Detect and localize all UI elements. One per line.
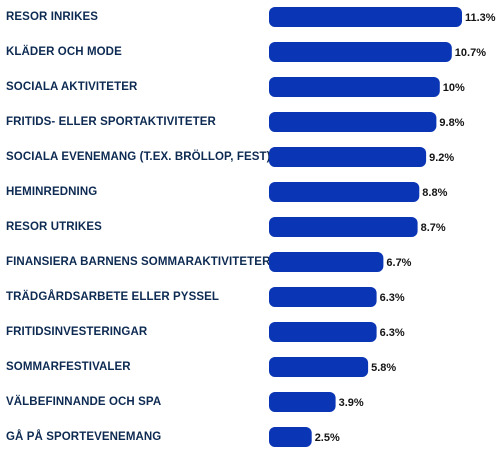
bar: [269, 42, 452, 62]
category-label: RESOR UTRIKES: [6, 221, 102, 233]
bar: [269, 392, 336, 412]
category-label: GÅ PÅ SPORTEVENEMANG: [6, 430, 161, 443]
value-label: 9.2%: [429, 152, 454, 164]
value-label: 10.7%: [455, 47, 486, 59]
value-label: 6.7%: [386, 257, 411, 269]
value-label: 8.8%: [422, 187, 447, 199]
bar: [269, 287, 377, 307]
value-label: 2.5%: [315, 432, 340, 444]
value-label: 10%: [443, 82, 465, 94]
category-label: TRÄDGÅRDSARBETE ELLER PYSSEL: [6, 290, 219, 303]
category-label: RESOR INRIKES: [6, 11, 98, 23]
category-label: SOCIALA EVENEMANG (T.EX. BRÖLLOP, FEST): [6, 150, 271, 163]
bar: [269, 7, 462, 27]
bar: [269, 182, 420, 202]
category-label: FRITIDS- ELLER SPORTAKTIVITETER: [6, 116, 216, 128]
category-label: HEMINREDNING: [6, 186, 97, 198]
bar: [269, 357, 369, 377]
value-label: 6.3%: [380, 327, 405, 339]
category-label: FRITIDSINVESTERINGAR: [6, 326, 148, 338]
bar: [269, 112, 437, 132]
value-label: 3.9%: [339, 397, 364, 409]
bar: [269, 77, 440, 97]
category-label: VÄLBEFINNANDE OCH SPA: [6, 395, 161, 408]
value-label: 9.8%: [439, 117, 464, 129]
value-label: 8.7%: [421, 222, 446, 234]
value-label: 6.3%: [380, 292, 405, 304]
category-label: SOMMARFESTIVALER: [6, 361, 131, 373]
bar: [269, 427, 312, 447]
category-label: KLÄDER OCH MODE: [6, 45, 122, 58]
bar: [269, 217, 418, 237]
category-label: SOCIALA AKTIVITETER: [6, 81, 138, 93]
bar: [269, 252, 384, 272]
value-label: 5.8%: [371, 362, 396, 374]
bar: [269, 322, 377, 342]
value-label: 11.3%: [465, 12, 496, 24]
category-label: FINANSIERA BARNENS SOMMARAKTIVITETER: [6, 256, 271, 268]
bar: [269, 147, 427, 167]
